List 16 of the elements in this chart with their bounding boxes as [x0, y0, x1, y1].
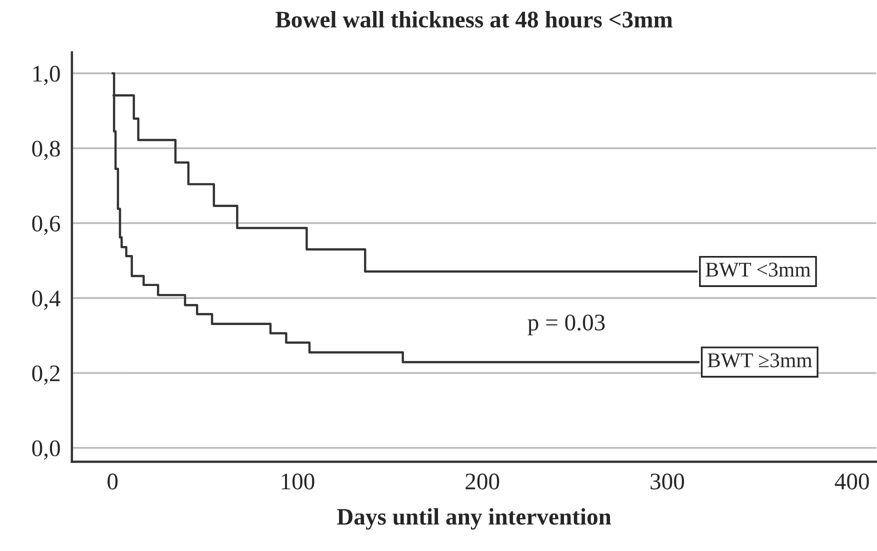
series-label: BWT ≥3mm: [708, 353, 812, 368]
x-tick-label: 100: [282, 474, 314, 490]
y-tick-label: 0,4: [32, 290, 60, 310]
chart-title: Bowel wall thickness at 48 hours <3mm: [276, 10, 673, 28]
annotation: p = 0.03: [528, 314, 605, 336]
y-tick-label: 1,0: [33, 66, 60, 86]
x-axis-title: Days until any intervention: [337, 508, 612, 530]
y-tick-label: 0,8: [32, 140, 60, 160]
series-label: BWT <3mm: [706, 262, 811, 277]
y-tick-label: 0,6: [32, 216, 60, 235]
x-tick-label: 0: [108, 474, 118, 490]
y-tick-label: 0,0: [32, 440, 60, 460]
x-tick-label: 200: [466, 474, 500, 490]
x-tick-label: 300: [650, 474, 684, 490]
x-tick-label: 400: [834, 474, 869, 490]
y-tick-label: 0,2: [32, 365, 60, 385]
